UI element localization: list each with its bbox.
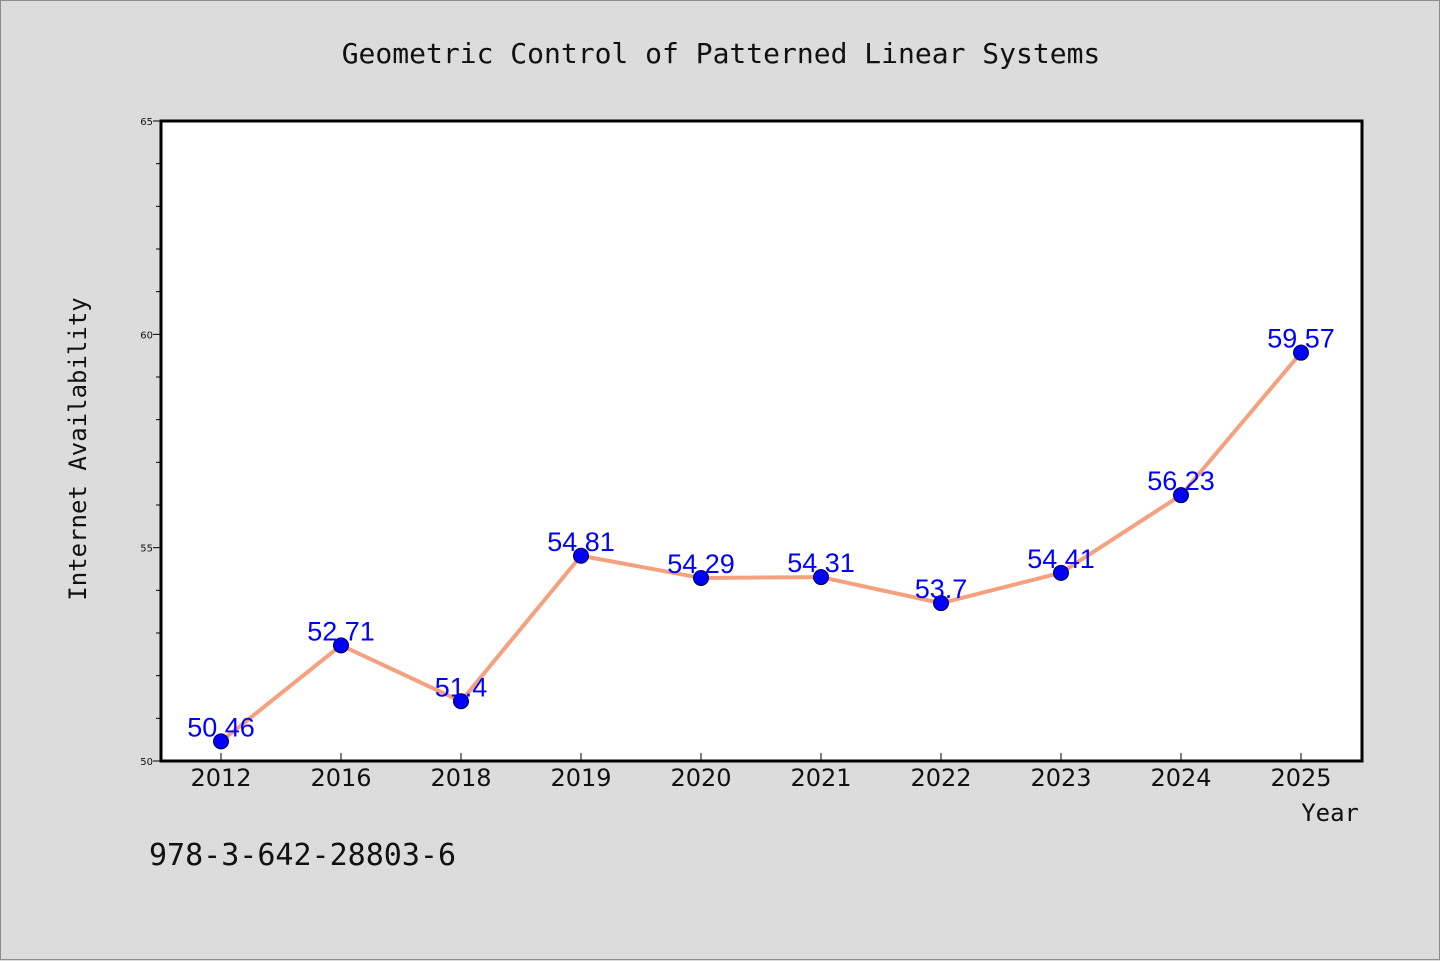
data-point	[213, 733, 229, 750]
data-label: 56.23	[1147, 466, 1215, 496]
x-tick-label: 2012	[190, 764, 251, 792]
data-point	[333, 637, 349, 654]
y-tick-label: 60	[140, 330, 153, 341]
x-tick-label: 2022	[910, 764, 971, 792]
data-label: 54.31	[787, 548, 855, 578]
x-tick-label: 2020	[670, 764, 731, 792]
y-tick-label: 50	[140, 757, 153, 768]
chart-title: Geometric Control of Patterned Linear Sy…	[342, 37, 1101, 70]
data-label: 50.46	[187, 712, 255, 742]
data-labels: 50.46 52.71 51.4 54.81 54.29 54.31 53.7 54.41 56…	[187, 324, 1335, 743]
data-point	[573, 547, 589, 564]
isbn-footer: 978-3-642-28803-6	[149, 838, 456, 873]
data-point	[1173, 487, 1189, 504]
x-axis: 2012 2016 2018 2019 2020 2021 2022 2023 2024 2025	[190, 753, 1332, 792]
plot-area	[161, 121, 1362, 761]
data-label: 54.29	[667, 549, 735, 579]
plot-border	[159, 119, 1364, 763]
series-line	[219, 350, 1303, 744]
x-tick-label: 2016	[310, 764, 371, 792]
y-tick-label: 55	[140, 544, 153, 555]
x-tick-label: 2024	[1150, 764, 1211, 792]
data-label: 51.4	[435, 672, 488, 702]
y-axis-label: Internet Availability	[64, 297, 92, 600]
data-label: 59.57	[1267, 324, 1335, 354]
series-layer	[213, 344, 1309, 750]
data-point	[813, 569, 829, 586]
y-axis: 50 55 60 65	[140, 117, 161, 768]
y-tick-label: 65	[140, 117, 153, 128]
data-point	[453, 693, 469, 710]
data-point	[693, 569, 709, 586]
data-point	[933, 595, 949, 612]
data-label: 54.41	[1027, 544, 1095, 574]
x-tick-label: 2025	[1270, 764, 1331, 792]
data-label: 54.81	[547, 527, 615, 557]
x-axis-label: Year	[1301, 799, 1359, 827]
x-tick-label: 2019	[550, 764, 611, 792]
data-label: 52.71	[307, 616, 375, 646]
data-point	[1053, 564, 1069, 581]
x-tick-label: 2018	[430, 764, 491, 792]
x-tick-label: 2021	[790, 764, 851, 792]
data-point	[1293, 344, 1309, 361]
data-label: 53.7	[915, 574, 968, 604]
x-tick-label: 2023	[1030, 764, 1091, 792]
